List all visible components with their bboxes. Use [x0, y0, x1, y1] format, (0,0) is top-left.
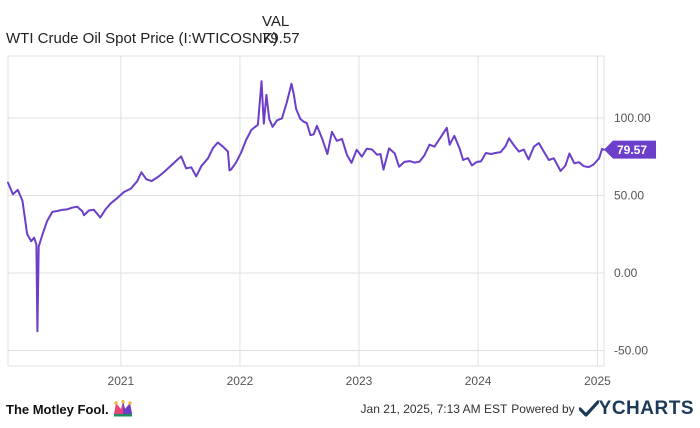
legend-series-name[interactable]: WTI Crude Oil Spot Price (I:WTICOSNK): [6, 30, 278, 47]
legend: VAL WTI Crude Oil Spot Price (I:WTICOSNK…: [0, 0, 700, 52]
x-tick-label: 2021: [108, 374, 135, 388]
ycharts-wordmark: YCHARTS: [598, 398, 694, 419]
last-value-marker: 79.57: [604, 140, 656, 159]
x-tick-label: 2024: [465, 374, 492, 388]
x-tick-label: 2025: [584, 374, 611, 388]
series-line-wti: [7, 80, 605, 333]
ycharts-logo[interactable]: YCHARTS: [578, 398, 694, 420]
legend-value-header: VAL: [262, 13, 290, 30]
legend-series-value: 79.57: [262, 30, 300, 47]
timestamp: Jan 21, 2025, 7:13 AM EST: [360, 402, 508, 416]
powered-by-label: Powered by: [511, 402, 575, 416]
y-tick-label: 0.00: [614, 266, 638, 280]
ycharts-check-icon: [578, 400, 599, 417]
motley-fool-logo[interactable]: The Motley Fool.: [6, 396, 134, 422]
y-axis-labels: -50.00 0.00 50.00 100.00: [614, 111, 651, 358]
y-tick-label: 50.00: [614, 189, 644, 203]
x-tick-label: 2022: [227, 374, 254, 388]
footer-credits: Jan 21, 2025, 7:13 AM EST Powered by YCH…: [361, 398, 694, 420]
last-value-label: 79.57: [617, 143, 647, 157]
last-value-badge: [604, 140, 656, 159]
brand-name: The Motley Fool.: [6, 401, 109, 417]
plot-frame: [7, 55, 605, 367]
x-axis-labels: 2021 2022 2023 2024 2025: [108, 374, 612, 388]
gridlines: [7, 55, 605, 367]
y-tick-label: 100.00: [614, 111, 651, 125]
jester-hat-icon: [113, 400, 132, 417]
x-tick-label: 2023: [346, 374, 373, 388]
y-tick-label: -50.00: [614, 344, 648, 358]
